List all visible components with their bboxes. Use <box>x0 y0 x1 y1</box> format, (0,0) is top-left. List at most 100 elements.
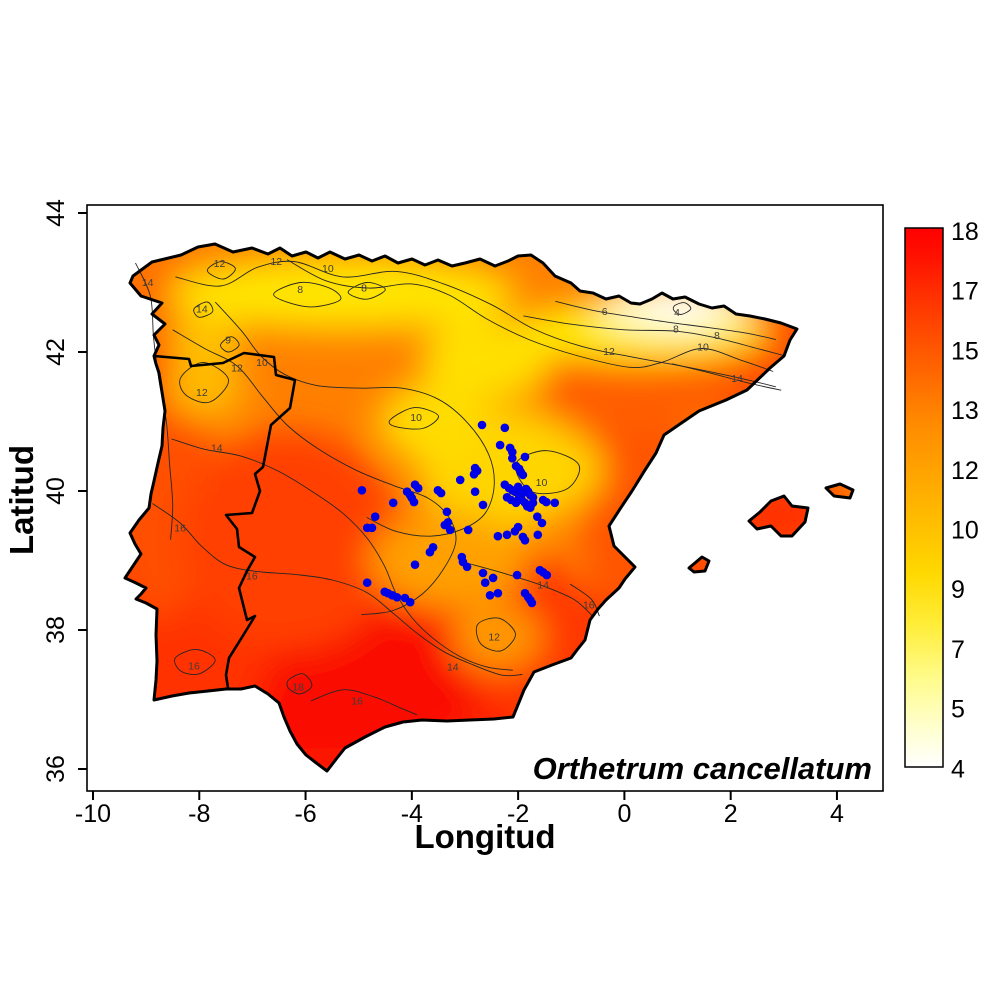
occurrence-point <box>440 520 450 530</box>
occurrence-point <box>537 518 547 528</box>
x-tick-label: -4 <box>401 800 423 828</box>
contour-label: 14 <box>142 277 154 289</box>
occurrence-point <box>508 454 517 463</box>
colorbar-tick-label: 13 <box>951 397 979 425</box>
colorbar-tick-label: 7 <box>951 636 965 664</box>
x-tick-label: 4 <box>830 800 844 828</box>
contour-line-12 <box>475 617 516 652</box>
occurrence-point <box>370 512 380 521</box>
contour-line-10 <box>388 407 439 430</box>
colorbar-tick-label: 12 <box>951 457 979 485</box>
y-tick-label: 38 <box>42 616 70 644</box>
contour-label: 10 <box>322 263 334 275</box>
contour-line-12 <box>172 329 457 616</box>
y-tick-label: 36 <box>42 755 70 783</box>
plot-border <box>86 204 884 792</box>
contour-label: 10 <box>536 477 548 489</box>
contour-line-16 <box>569 583 600 617</box>
contour-label: 14 <box>447 661 459 673</box>
occurrence-point <box>357 486 367 495</box>
contour-line-14 <box>171 438 513 671</box>
y-tick-label: 42 <box>42 338 70 366</box>
contour-label: 16 <box>351 695 363 707</box>
occurrence-point <box>478 500 488 510</box>
contour-label: 12 <box>488 632 500 644</box>
contour-label: 10 <box>256 357 268 369</box>
contour-line-8 <box>273 281 342 308</box>
contour-line-14 <box>193 301 214 318</box>
occurrence-point <box>512 570 522 580</box>
occurrence-point <box>508 447 517 457</box>
contour-label: 14 <box>211 442 223 454</box>
contour-line-16 <box>152 503 523 677</box>
x-axis-title: Longitud <box>414 818 555 855</box>
colorbar-tick-label: 18 <box>951 218 979 246</box>
colorbar-tick-label: 15 <box>951 337 979 365</box>
x-tick-label: 0 <box>617 800 631 828</box>
occurrence-point <box>493 531 503 541</box>
contour-label: 10 <box>410 412 422 424</box>
occurrence-point <box>362 578 372 587</box>
occurrence-point <box>462 562 472 572</box>
occurrence-point <box>550 498 560 508</box>
species-label: Orthetrum cancellatum <box>533 751 872 786</box>
y-tick-label: 40 <box>42 477 70 505</box>
y-axis-title: Latitud <box>3 445 40 555</box>
occurrence-point <box>480 578 490 587</box>
contour-label: 16 <box>188 661 200 673</box>
x-tick-label: 2 <box>724 800 738 828</box>
colorbar-tick-label: 5 <box>951 696 965 724</box>
portugal-spain-border <box>153 351 297 689</box>
contour-label: 16 <box>583 600 595 612</box>
occurrence-point <box>410 560 420 569</box>
occurrence-point <box>533 512 542 521</box>
occurrence-point <box>388 498 398 508</box>
contour-line-8 <box>523 315 784 356</box>
contour-line-12 <box>206 261 236 280</box>
occurrence-point <box>502 530 512 540</box>
occurrence-point <box>527 598 537 608</box>
contour-line-6 <box>555 300 776 340</box>
colorbar-tick-label: 9 <box>951 576 965 604</box>
occurrence-point <box>409 497 419 507</box>
occurrence-point <box>463 525 473 535</box>
contour-line-8 <box>347 282 386 300</box>
x-tick-label: -6 <box>294 800 316 828</box>
contour-line-10 <box>214 301 495 537</box>
y-axis: 44 42 40 38 36 <box>42 199 87 783</box>
x-axis: -10 -8 -6 -4 -2 0 2 4 <box>75 791 844 828</box>
occurrence-point <box>442 507 452 517</box>
occurrence-point <box>470 487 480 497</box>
contour-label: 8 <box>714 330 720 342</box>
contour-label: 14 <box>196 303 208 315</box>
occurrence-point <box>513 522 523 532</box>
y-tick-label: 44 <box>42 199 70 227</box>
contour-line-4 <box>672 302 692 315</box>
contour-label: 12 <box>214 258 226 270</box>
occurrence-point <box>500 423 510 433</box>
menorca-island <box>824 482 855 500</box>
contour-label: 9 <box>225 335 231 347</box>
contour-label: 6 <box>602 306 608 318</box>
occurrence-point <box>533 530 543 540</box>
occurrence-point <box>392 593 402 602</box>
contour-line-10 <box>286 259 774 372</box>
x-tick-label: -10 <box>75 800 111 828</box>
contour-label: 12 <box>270 256 282 268</box>
colorbar-gradient <box>904 227 944 768</box>
contour-line-12 <box>179 361 229 404</box>
occurrence-point <box>367 523 377 533</box>
contour-line-14 <box>672 363 782 391</box>
occurrence-point <box>520 536 530 545</box>
contour-line-16 <box>310 689 418 716</box>
occurrence-point <box>518 470 528 480</box>
contour-line-10 <box>515 450 580 495</box>
occurrence-points <box>357 420 560 608</box>
contour-label: 8 <box>673 324 679 336</box>
contour-label: 14 <box>731 373 743 385</box>
colorbar: 18 17 15 13 12 10 9 7 5 4 <box>904 218 979 783</box>
colorbar-tick-label: 4 <box>951 755 965 783</box>
occurrence-point <box>528 498 538 508</box>
